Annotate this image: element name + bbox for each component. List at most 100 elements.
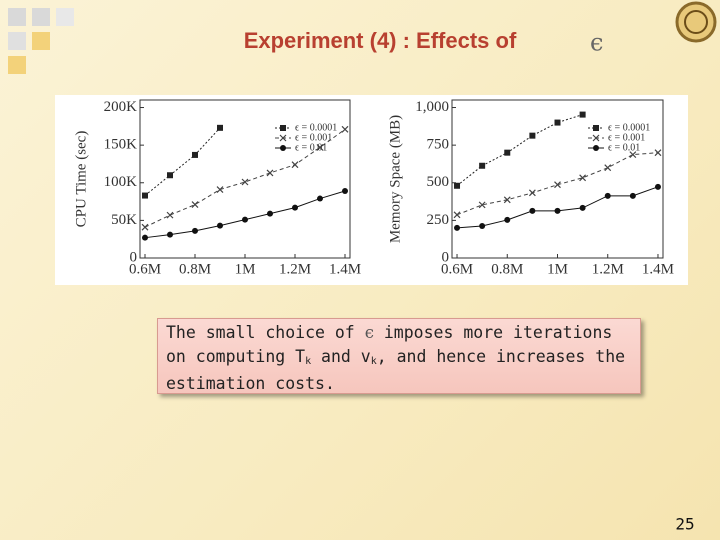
x-tick-label: 0.8M	[179, 261, 211, 277]
slide-title: Experiment (4) : Effects of	[244, 28, 517, 53]
marker	[654, 183, 661, 190]
marker	[280, 145, 286, 151]
series-line	[456, 186, 659, 229]
note-text: and v	[311, 347, 371, 366]
note-subscript: k	[305, 356, 312, 367]
x-tick-label: 1.2M	[592, 261, 624, 277]
marker	[528, 189, 536, 197]
x-tick-label: 1.4M	[329, 261, 361, 277]
marker	[579, 204, 586, 211]
marker	[342, 188, 348, 195]
marker	[216, 186, 224, 193]
x-tick-label: 0.6M	[129, 261, 161, 277]
page-number: 25	[675, 515, 694, 534]
series-line	[144, 128, 346, 228]
marker	[629, 192, 636, 199]
y-tick-label: 500	[427, 174, 450, 190]
marker	[142, 192, 148, 199]
y-tick-label: 750	[427, 137, 450, 153]
marker	[241, 178, 249, 186]
marker	[291, 161, 299, 169]
x-tick-label: 1.4M	[642, 261, 674, 277]
marker	[479, 162, 486, 169]
marker	[503, 196, 511, 204]
note-subscript: k	[370, 356, 377, 367]
marker	[279, 134, 287, 142]
marker	[292, 204, 298, 211]
legend-label: ϵ = 0.001	[295, 132, 332, 143]
legend-label: ϵ = 0.01	[608, 142, 640, 153]
marker	[592, 134, 600, 142]
marker	[266, 169, 274, 177]
legend-label: ϵ = 0.0001	[295, 122, 337, 133]
y-tick-label: 100K	[104, 174, 138, 190]
marker	[167, 172, 173, 179]
x-tick-label: 1M	[235, 261, 256, 277]
x-tick-label: 0.6M	[441, 261, 473, 277]
legend-label: ϵ = 0.01	[295, 142, 327, 153]
x-tick-label: 1M	[547, 261, 568, 277]
y-tick-label: 1,000	[415, 99, 449, 115]
marker	[478, 201, 486, 209]
legend-label: ϵ = 0.001	[608, 132, 645, 143]
marker	[267, 210, 273, 217]
marker	[529, 132, 536, 139]
marker	[593, 125, 599, 131]
note-text: The small choice of	[166, 323, 365, 342]
title-symbol: ϵ	[590, 29, 603, 57]
marker	[317, 195, 323, 202]
marker	[629, 151, 637, 159]
series-line	[144, 127, 221, 196]
chart: 0 250 500 750 1,000 0.6M 0.8M 1M 1.2M 1.4M Memory …	[387, 99, 674, 277]
note-text: imposes more iterations on computing T	[166, 323, 613, 366]
marker	[593, 145, 599, 151]
series-line	[456, 114, 583, 187]
emblem-inner	[684, 10, 708, 34]
marker	[316, 143, 324, 151]
marker	[192, 227, 198, 234]
y-tick-label: 200K	[104, 99, 138, 115]
marker	[142, 234, 148, 241]
x-tick-label: 1.2M	[279, 261, 311, 277]
chart-panel	[55, 95, 688, 285]
note-box: The small choice of ϵ imposes more itera…	[157, 318, 641, 394]
marker	[341, 125, 349, 133]
y-tick-label: 50K	[111, 212, 137, 228]
marker	[604, 192, 611, 199]
marker	[454, 182, 461, 189]
legend-label: ϵ = 0.0001	[608, 122, 650, 133]
marker	[191, 201, 199, 209]
marker	[529, 207, 536, 214]
logo-squares	[8, 8, 74, 74]
marker	[554, 119, 561, 126]
marker	[579, 174, 587, 182]
series-line	[456, 152, 659, 216]
marker	[217, 124, 223, 131]
y-tick-label: 250	[427, 212, 450, 228]
marker	[554, 181, 561, 189]
marker	[167, 231, 173, 238]
marker	[217, 222, 223, 229]
marker	[242, 216, 248, 223]
marker	[654, 149, 662, 157]
marker	[479, 222, 486, 229]
marker	[166, 211, 174, 219]
marker	[504, 216, 511, 223]
marker	[604, 164, 612, 172]
note-symbol: ϵ	[364, 323, 374, 342]
marker	[504, 149, 511, 156]
y-axis-label: CPU Time (sec)	[73, 131, 89, 228]
y-axis-label: Memory Space (MB)	[387, 115, 403, 243]
marker	[454, 224, 461, 231]
marker	[280, 125, 286, 131]
emblem	[675, 1, 717, 43]
marker	[141, 223, 149, 231]
marker	[192, 151, 198, 158]
y-tick-label: 150K	[104, 137, 138, 153]
marker	[579, 111, 586, 118]
y-tick-label: 0	[442, 249, 450, 265]
y-tick-label: 0	[130, 249, 138, 265]
